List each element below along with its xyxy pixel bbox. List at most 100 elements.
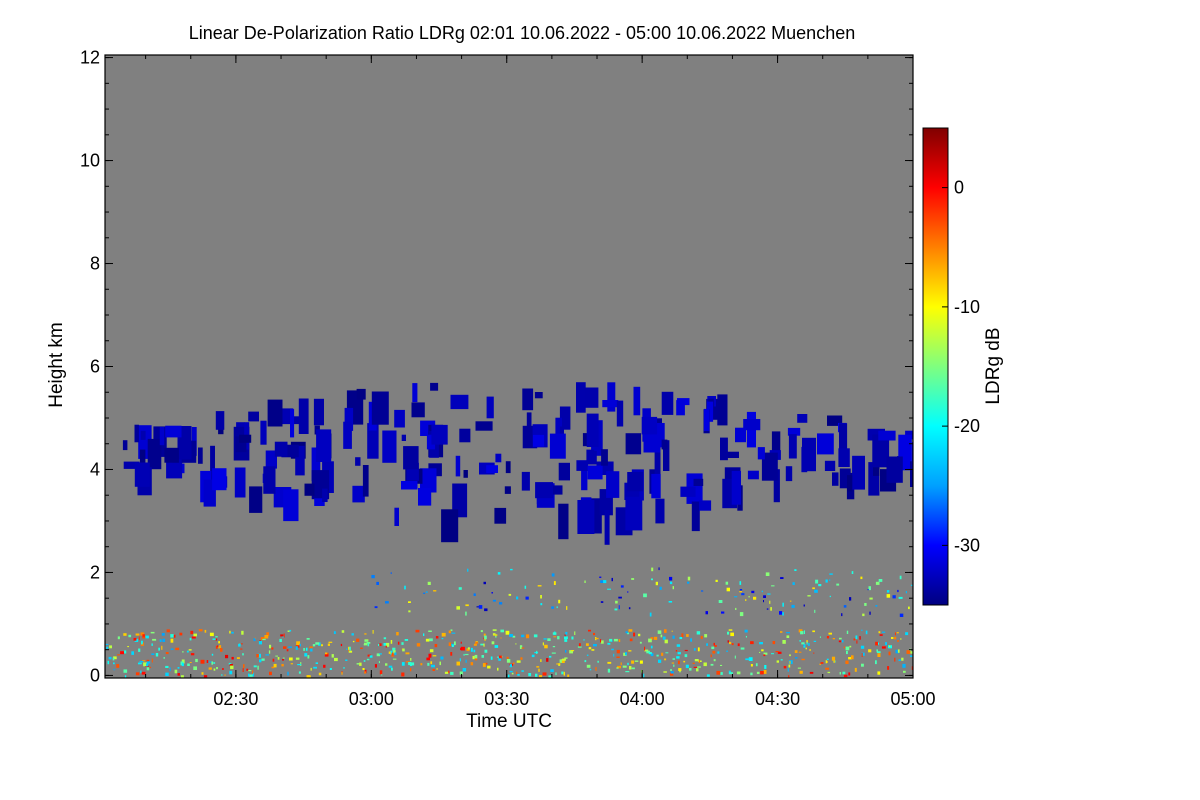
ldr-cell xyxy=(895,649,900,654)
ldr-cell xyxy=(275,655,278,657)
ldr-cell xyxy=(875,660,877,665)
ldr-cell xyxy=(679,670,681,673)
ldr-cell xyxy=(279,408,294,424)
ldr-cell xyxy=(385,645,387,648)
ldr-cell xyxy=(759,642,763,645)
ldr-cell xyxy=(150,631,155,634)
ldr-cell xyxy=(869,597,873,600)
ldr-cell xyxy=(872,434,890,468)
ldr-cell xyxy=(550,669,554,673)
feature-boundary-layer-clutter xyxy=(105,629,913,678)
ldr-cell xyxy=(346,648,348,650)
ldr-cell xyxy=(576,460,589,471)
ldr-cell xyxy=(878,579,883,582)
ldr-cell xyxy=(248,411,259,422)
ldr-cell xyxy=(819,663,821,665)
ldr-cell xyxy=(707,401,714,422)
ldr-cell xyxy=(403,446,419,470)
ldr-cell xyxy=(505,461,511,474)
ldr-cell xyxy=(420,663,423,666)
ldr-cell xyxy=(500,629,504,633)
ldr-cell xyxy=(706,674,710,677)
ldr-cell xyxy=(450,652,453,656)
ldr-cell xyxy=(794,650,798,653)
ldr-cell xyxy=(716,670,721,675)
ldr-cell xyxy=(818,584,822,587)
ldr-cell xyxy=(165,665,169,668)
ldr-cell xyxy=(521,471,530,491)
ldr-cell xyxy=(908,606,910,610)
ldr-cell xyxy=(885,642,887,646)
ldr-cell xyxy=(376,581,379,585)
ldr-cell xyxy=(868,586,871,591)
ldr-cell xyxy=(782,612,784,616)
ldr-cell xyxy=(875,605,878,607)
ldr-cell xyxy=(404,585,406,590)
ldr-cell xyxy=(120,651,124,655)
ldr-cell xyxy=(216,667,218,670)
ldr-cell xyxy=(562,658,566,661)
ldr-cell xyxy=(631,667,635,670)
ldr-cell xyxy=(441,632,446,637)
ldr-cell xyxy=(721,611,725,614)
ldr-cell xyxy=(269,644,272,649)
ldr-cell xyxy=(462,668,467,672)
ldr-cell xyxy=(165,425,182,438)
ldr-cell xyxy=(654,442,661,476)
ldr-cell xyxy=(875,641,878,646)
ldr-cell xyxy=(182,651,184,653)
ldr-cell xyxy=(731,643,734,646)
ldr-cell xyxy=(334,657,338,662)
ldr-cell xyxy=(323,664,326,668)
ldr-cell xyxy=(753,596,757,600)
ldr-cell xyxy=(460,646,465,651)
ldr-cell xyxy=(229,663,233,667)
ldr-cell xyxy=(286,649,289,652)
ldr-cell xyxy=(860,645,865,649)
ldr-cell xyxy=(658,659,662,663)
y-tick-label: 6 xyxy=(90,357,100,377)
ldr-cell xyxy=(657,630,662,634)
ldr-cell xyxy=(910,584,913,586)
ldr-cell xyxy=(376,653,381,657)
ldr-cell xyxy=(517,674,520,676)
ldr-cell xyxy=(893,636,897,640)
ldr-cell xyxy=(401,434,406,441)
ldr-cell xyxy=(316,429,332,462)
ldr-cell xyxy=(401,481,418,490)
ldr-cell xyxy=(607,382,616,412)
ldr-cell xyxy=(425,638,430,642)
ldr-cell xyxy=(210,445,215,482)
ldr-cell xyxy=(348,649,350,652)
ldr-cell xyxy=(312,644,316,647)
ldr-cell xyxy=(679,637,683,640)
ldr-cell xyxy=(420,468,437,493)
ldr-cell xyxy=(713,659,716,662)
ldr-cell xyxy=(364,633,367,635)
ldr-cell xyxy=(106,646,109,649)
ldr-cell xyxy=(236,657,240,659)
ldr-cell xyxy=(146,661,151,664)
ldr-cell xyxy=(181,662,184,667)
ldr-cell xyxy=(211,653,214,656)
ldr-cell xyxy=(113,662,115,665)
ldr-cell xyxy=(379,653,382,655)
ldr-cell xyxy=(876,649,878,652)
ldr-cell xyxy=(665,652,669,654)
ldr-cell xyxy=(787,668,789,672)
ldr-cell xyxy=(539,675,543,678)
ldr-cell xyxy=(295,657,300,660)
ldr-cell xyxy=(352,485,365,503)
ldr-cell xyxy=(750,641,754,645)
ldr-cell xyxy=(607,642,611,645)
ldr-cell xyxy=(506,659,511,663)
ldr-cell xyxy=(352,640,355,643)
ldr-cell xyxy=(788,675,790,678)
ldr-cell xyxy=(261,658,265,661)
ldr-cell xyxy=(512,662,515,665)
ldr-cell xyxy=(678,668,682,671)
ldr-cell xyxy=(506,656,509,659)
ldr-cell xyxy=(841,639,844,643)
ldr-cell xyxy=(378,661,380,664)
ldr-cell xyxy=(492,629,497,631)
